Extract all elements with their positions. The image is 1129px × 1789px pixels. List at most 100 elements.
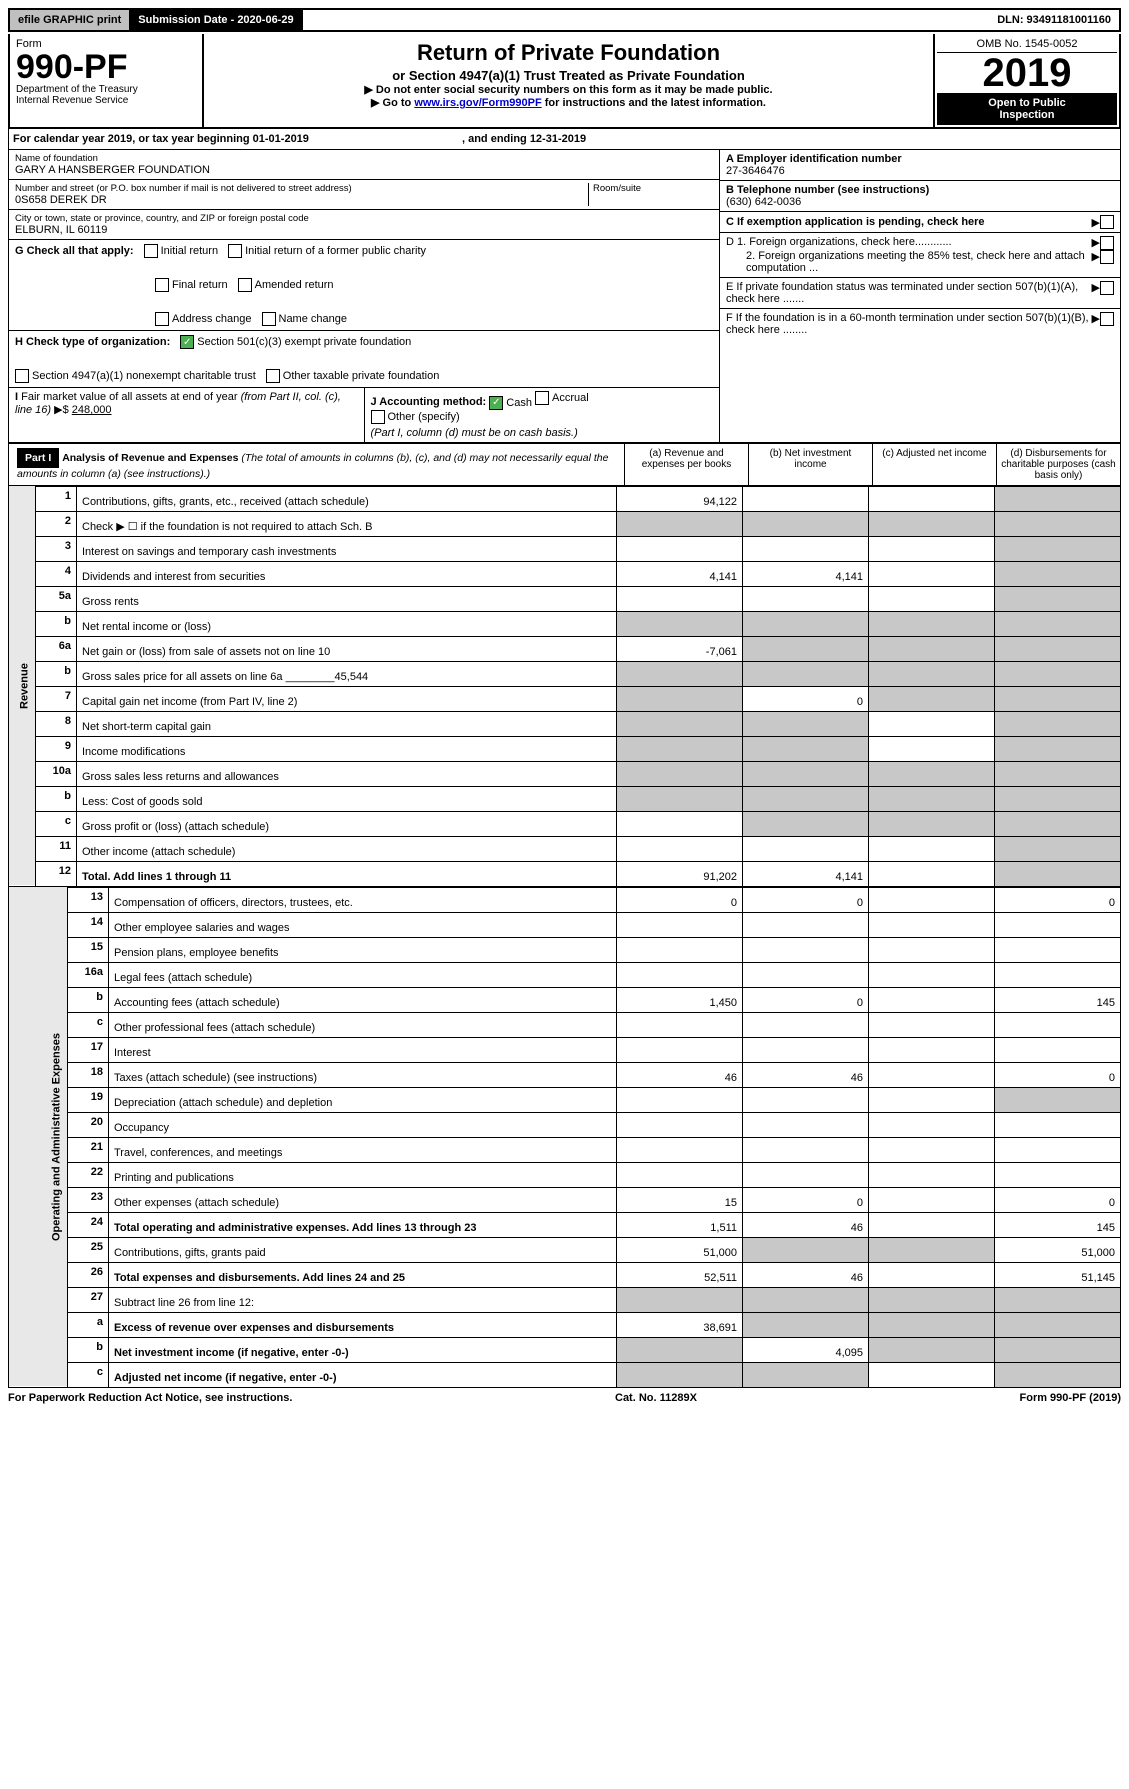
chk-addr-change[interactable] (155, 312, 169, 326)
chk-final[interactable] (155, 278, 169, 292)
cell-c (869, 661, 995, 686)
cell-c (869, 962, 995, 987)
row-num: 16a (68, 962, 109, 987)
cell-c (869, 486, 995, 511)
note-2: ▶ Go to www.irs.gov/Form990PF for instru… (212, 96, 925, 109)
table-row: aExcess of revenue over expenses and dis… (9, 1312, 1121, 1337)
footer: For Paperwork Reduction Act Notice, see … (8, 1388, 1121, 1404)
row-label: Other expenses (attach schedule) (109, 1187, 617, 1212)
col-c-hdr: (c) Adjusted net income (872, 444, 996, 485)
side-label: Revenue (9, 486, 36, 886)
cell-a (617, 811, 743, 836)
cell-d: 51,145 (995, 1262, 1121, 1287)
chk-501c3[interactable]: ✓ (180, 335, 194, 349)
cell-c (869, 586, 995, 611)
calendar-year-row: For calendar year 2019, or tax year begi… (8, 129, 1121, 150)
chk-amended[interactable] (238, 278, 252, 292)
table-row: 12Total. Add lines 1 through 1191,2024,1… (9, 861, 1121, 886)
row-label: Subtract line 26 from line 12: (109, 1287, 617, 1312)
cell-a: 52,511 (617, 1262, 743, 1287)
cell-c (869, 611, 995, 636)
cell-d (995, 1137, 1121, 1162)
chk-f[interactable] (1100, 312, 1114, 326)
cell-a (617, 1362, 743, 1387)
cell-b (743, 1162, 869, 1187)
row-label: Occupancy (109, 1112, 617, 1137)
cell-c (869, 887, 995, 912)
cell-d (995, 912, 1121, 937)
cell-d: 0 (995, 1187, 1121, 1212)
chk-name-change[interactable] (262, 312, 276, 326)
cell-b (743, 811, 869, 836)
cell-d (995, 1287, 1121, 1312)
row-label: Total expenses and disbursements. Add li… (109, 1262, 617, 1287)
chk-other-acct[interactable] (371, 410, 385, 424)
cell-c (869, 536, 995, 561)
row-label: Contributions, gifts, grants, etc., rece… (77, 486, 617, 511)
cell-d (995, 611, 1121, 636)
table-row: 21Travel, conferences, and meetings (9, 1137, 1121, 1162)
name-label: Name of foundation (15, 153, 713, 164)
cell-d (995, 1162, 1121, 1187)
cell-b (743, 536, 869, 561)
cell-c (869, 1112, 995, 1137)
cell-b (743, 962, 869, 987)
row-num: 13 (68, 887, 109, 912)
cell-c (869, 811, 995, 836)
table-row: 27Subtract line 26 from line 12: (9, 1287, 1121, 1312)
chk-d1[interactable] (1100, 236, 1114, 250)
chk-4947[interactable] (15, 369, 29, 383)
cell-a (617, 962, 743, 987)
row-label: Contributions, gifts, grants paid (109, 1237, 617, 1262)
cell-b (743, 1037, 869, 1062)
cell-a: 15 (617, 1187, 743, 1212)
chk-c[interactable] (1100, 215, 1114, 229)
cell-a (617, 1137, 743, 1162)
cell-b: 46 (743, 1262, 869, 1287)
row-num: 19 (68, 1087, 109, 1112)
row-num: 8 (36, 711, 77, 736)
table-row: 23Other expenses (attach schedule)1500 (9, 1187, 1121, 1212)
chk-e[interactable] (1100, 281, 1114, 295)
cell-c (869, 1312, 995, 1337)
cell-b (743, 661, 869, 686)
cell-d (995, 511, 1121, 536)
chk-d2[interactable] (1100, 250, 1114, 264)
chk-other-tax[interactable] (266, 369, 280, 383)
cell-d (995, 937, 1121, 962)
chk-initial[interactable] (144, 244, 158, 258)
row-label: Net investment income (if negative, ente… (109, 1337, 617, 1362)
form-number: 990-PF (16, 50, 196, 84)
table-row: 14Other employee salaries and wages (9, 912, 1121, 937)
cell-b (743, 511, 869, 536)
row-label: Gross profit or (loss) (attach schedule) (77, 811, 617, 836)
cell-a: 51,000 (617, 1237, 743, 1262)
cell-a (617, 912, 743, 937)
cell-b (743, 1137, 869, 1162)
cell-b (743, 836, 869, 861)
chk-accrual[interactable] (535, 391, 549, 405)
row-label: Adjusted net income (if negative, enter … (109, 1362, 617, 1387)
cell-c (869, 1062, 995, 1087)
cell-a (617, 611, 743, 636)
row-num: 9 (36, 736, 77, 761)
chk-cash[interactable]: ✓ (489, 396, 503, 410)
cell-c (869, 912, 995, 937)
cell-c (869, 937, 995, 962)
row-num: 27 (68, 1287, 109, 1312)
cell-a (617, 536, 743, 561)
cell-b: 46 (743, 1212, 869, 1237)
row-label: Other employee salaries and wages (109, 912, 617, 937)
row-num: 21 (68, 1137, 109, 1162)
row-num: b (68, 987, 109, 1012)
cell-d (995, 711, 1121, 736)
inspection-badge: Open to Public Inspection (937, 93, 1117, 125)
header-center: Return of Private Foundation or Section … (204, 34, 935, 127)
cell-a (617, 1287, 743, 1312)
row-label: Legal fees (attach schedule) (109, 962, 617, 987)
cell-b: 0 (743, 686, 869, 711)
irs-link[interactable]: www.irs.gov/Form990PF (414, 97, 541, 109)
cell-c (869, 1137, 995, 1162)
chk-initial-former[interactable] (228, 244, 242, 258)
cell-b (743, 1087, 869, 1112)
